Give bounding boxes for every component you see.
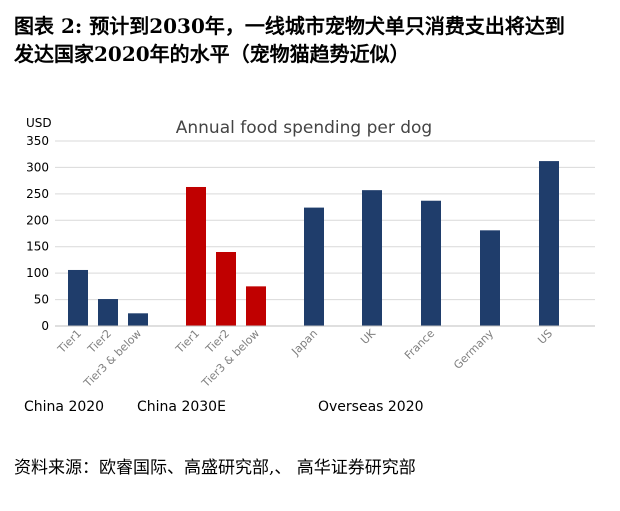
bar <box>480 230 500 326</box>
x-tick-label: US <box>535 327 555 347</box>
group-label: China 2030E <box>137 399 226 415</box>
source-note: 资料来源：欧睿国际、高盛研究部,、 高华证券研究部 <box>14 458 416 478</box>
x-tick-label: Tier1 <box>55 327 85 357</box>
group-label: Overseas 2020 <box>318 399 424 415</box>
bar <box>216 252 236 326</box>
figure-title-line1: 图表 2: 预计到2030年，一线城市宠物犬单只消费支出将达到 <box>14 14 565 38</box>
x-tick-label: Tier1 <box>173 327 203 357</box>
bar-chart: 0 50 100 150 200 250 300 350 USD Annual food sp… <box>24 116 595 415</box>
x-tick-label: UK <box>358 326 379 347</box>
x-tick-label: Japan <box>289 327 321 359</box>
y-tick-label: 300 <box>26 160 49 174</box>
bar <box>68 269 88 326</box>
bars <box>68 161 559 326</box>
y-tick-label: 50 <box>34 293 49 307</box>
group-labels: China 2020 China 2030E Overseas 2020 <box>24 399 424 415</box>
y-tick-label: 250 <box>26 187 49 201</box>
bar <box>362 190 382 326</box>
x-tick-label: France <box>402 327 437 362</box>
bar <box>98 299 118 326</box>
grid-lines <box>55 140 595 327</box>
group-label: China 2020 <box>24 399 104 415</box>
bar <box>304 207 324 326</box>
y-axis-label: USD <box>26 116 52 130</box>
y-tick-label: 150 <box>26 240 49 254</box>
figure-title-line2: 发达国家2020年的水平（宠物猫趋势近似） <box>14 42 410 66</box>
y-tick-label: 100 <box>26 266 49 280</box>
x-tick-label: Germany <box>451 327 496 372</box>
y-tick-labels: 0 50 100 150 200 250 300 350 <box>26 134 49 333</box>
figure-title: 图表 2: 预计到2030年，一线城市宠物犬单只消费支出将达到 发达国家2020… <box>14 12 610 68</box>
y-tick-label: 200 <box>26 213 49 227</box>
bar <box>186 186 206 326</box>
bar <box>246 286 266 326</box>
bar <box>539 161 559 326</box>
bar <box>128 313 148 326</box>
y-tick-label: 350 <box>26 134 49 148</box>
chart-title: Annual food spending per dog <box>176 118 432 138</box>
bar <box>421 200 441 326</box>
y-tick-label: 0 <box>41 319 49 333</box>
